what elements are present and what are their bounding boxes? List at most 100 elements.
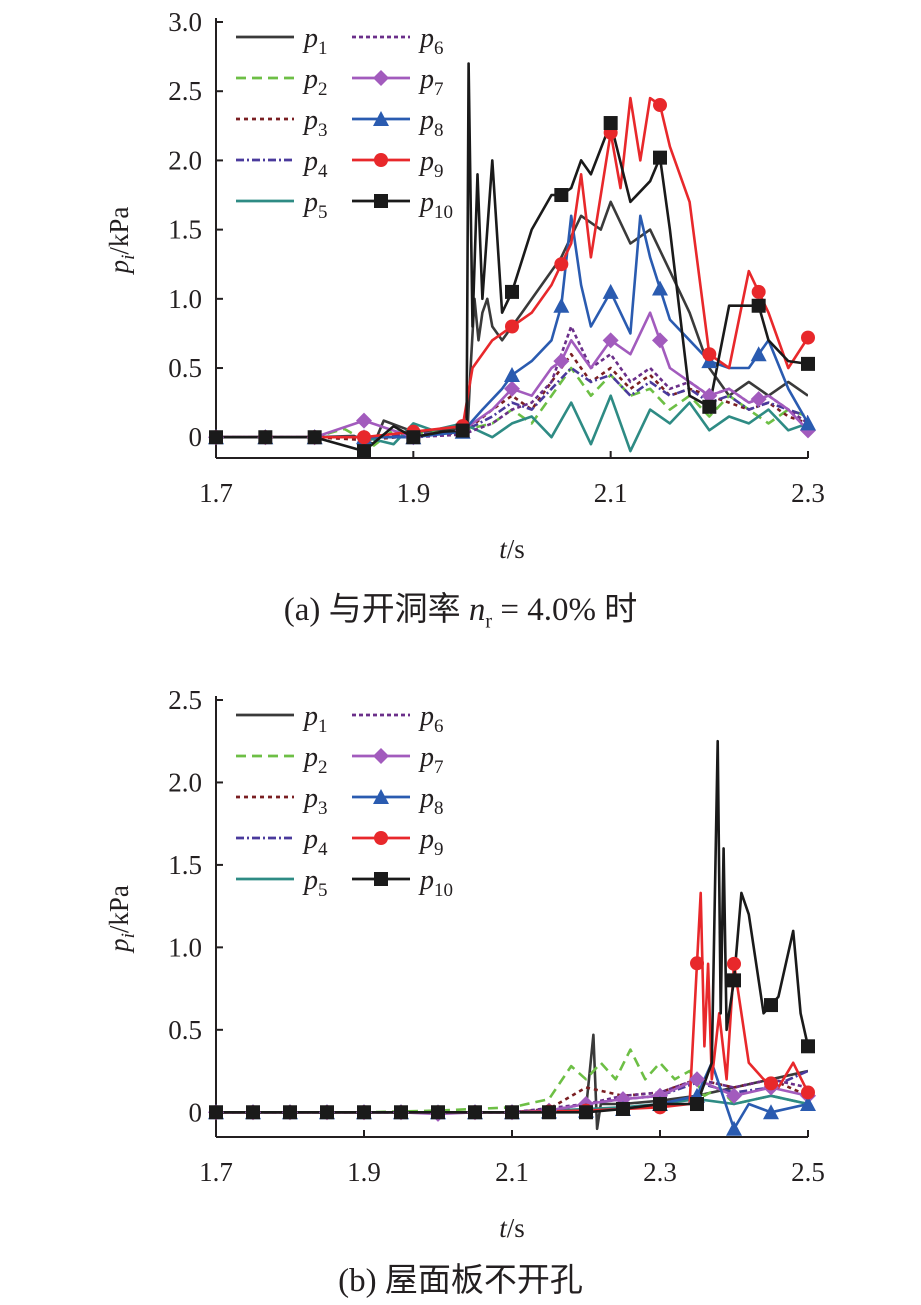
y-tick-label: 0 bbox=[189, 422, 203, 452]
series-p10-marker bbox=[258, 430, 273, 445]
series-p8-marker bbox=[726, 1120, 742, 1136]
series-p10-marker bbox=[554, 188, 569, 203]
x-tick-label: 2.1 bbox=[594, 478, 628, 508]
series-p10-marker bbox=[764, 998, 778, 1013]
series-p10-marker bbox=[505, 284, 519, 299]
series-p10-marker bbox=[505, 1105, 519, 1120]
series-p10-marker bbox=[455, 423, 470, 438]
legend-p5-label: p5 bbox=[302, 865, 328, 901]
chart-panel-b: 0 0.5 1.0 1.5 2.0 2.5 1.7 1.9 2.1 2.3 2.5 t/s pi/kPa… bbox=[0, 655, 921, 1305]
legend-p6-label: p6 bbox=[418, 701, 444, 737]
y-tick-label: 1.5 bbox=[168, 215, 202, 245]
x-tick-label: 2.3 bbox=[643, 1157, 677, 1187]
legend-p3-label: p3 bbox=[302, 105, 328, 141]
series-p10-marker bbox=[751, 298, 766, 313]
series-p10-marker bbox=[307, 430, 322, 445]
series-p8-marker bbox=[553, 297, 570, 313]
legend-p6-label: p6 bbox=[418, 23, 444, 59]
series-p4-line bbox=[216, 366, 808, 439]
series-p10-marker bbox=[357, 444, 371, 459]
legend-p9-label: p9 bbox=[418, 824, 444, 860]
y-tick-label: 1.0 bbox=[168, 932, 202, 962]
chart-panel-a: 0 0.5 1.0 1.5 2.0 2.5 3.0 1.7 1.9 2.1 2.3 t/s pi/kPa… bbox=[0, 0, 921, 650]
x-axis-title: t/s bbox=[499, 534, 525, 564]
series-p9-marker bbox=[554, 257, 569, 272]
legend-p1-label: p1 bbox=[302, 701, 328, 737]
x-tick-label: 1.7 bbox=[199, 478, 233, 508]
x-tick-label: 2.1 bbox=[495, 1157, 529, 1187]
chart-b-caption: (b) 屋面板不开孔 bbox=[338, 1263, 583, 1299]
series-p7-marker bbox=[701, 387, 718, 404]
y-axis-title: pi/kPa bbox=[104, 207, 139, 276]
legend-p10-label: p10 bbox=[418, 187, 453, 223]
series-p9-marker bbox=[801, 330, 815, 345]
series-p10-marker bbox=[616, 1101, 630, 1116]
y-tick-label: 0.5 bbox=[168, 1015, 202, 1045]
series-p9-marker bbox=[801, 1085, 815, 1100]
y-tick-label: 0.5 bbox=[168, 353, 202, 383]
series-p10-marker bbox=[406, 430, 421, 445]
series-p10-marker bbox=[431, 1105, 445, 1120]
series-p7-marker bbox=[689, 1071, 705, 1088]
series-p10-marker bbox=[468, 1105, 482, 1120]
series-p2-line bbox=[216, 366, 808, 447]
legend-p4-label: p4 bbox=[302, 146, 328, 182]
series-p10-marker bbox=[542, 1105, 556, 1120]
series-p9-marker bbox=[653, 98, 667, 113]
series-p9-marker bbox=[702, 347, 717, 362]
series-p10-marker bbox=[801, 356, 815, 371]
legend-p8-marker bbox=[373, 111, 389, 126]
series-p10-line bbox=[216, 62, 808, 453]
legend-p8-marker bbox=[373, 789, 389, 804]
legend-p10-label: p10 bbox=[418, 865, 453, 901]
legend-p10-marker bbox=[374, 194, 388, 208]
series-p10-marker bbox=[603, 116, 618, 131]
legend-p9-marker bbox=[374, 153, 388, 167]
y-tick-label: 2.5 bbox=[168, 685, 202, 715]
y-tick-label: 1.5 bbox=[168, 850, 202, 880]
x-axis-title: t/s bbox=[499, 1213, 525, 1243]
series-p9-marker bbox=[505, 319, 519, 334]
series-p10-marker bbox=[653, 1097, 667, 1112]
series-p9-marker bbox=[357, 430, 371, 445]
chart-a-svg: 0 0.5 1.0 1.5 2.0 2.5 3.0 1.7 1.9 2.1 2.3 t/s pi/kPa… bbox=[104, 7, 825, 564]
series-p5-line bbox=[216, 394, 808, 453]
legend-p3-label: p3 bbox=[302, 783, 328, 819]
x-tick-label: 1.9 bbox=[396, 478, 430, 508]
y-tick-label: 1.0 bbox=[168, 284, 202, 314]
y-tick-label: 3.0 bbox=[168, 7, 202, 37]
series-p8-marker bbox=[800, 1096, 816, 1112]
legend-p9-label: p9 bbox=[418, 146, 444, 182]
legend-p10-marker bbox=[374, 872, 388, 886]
series-p10-marker bbox=[727, 973, 741, 988]
legend-p7-label: p7 bbox=[418, 64, 444, 100]
series-p9-marker bbox=[751, 284, 766, 299]
series-p7-line bbox=[216, 311, 808, 439]
series-p8-marker bbox=[800, 415, 816, 431]
legend-p2-label: p2 bbox=[302, 64, 328, 100]
series-p10-marker bbox=[579, 1105, 593, 1120]
series-p9-marker bbox=[690, 956, 704, 971]
series-p7-marker bbox=[602, 332, 619, 349]
legend-p4-label: p4 bbox=[302, 824, 328, 860]
series-p10-marker bbox=[357, 1105, 371, 1120]
legend-p5-label: p5 bbox=[302, 187, 328, 223]
x-tick-label: 1.9 bbox=[347, 1157, 381, 1187]
y-tick-label: 2.0 bbox=[168, 145, 202, 175]
chart-a-caption: (a) 与开洞率 nr = 4.0% 时 bbox=[283, 592, 638, 633]
series-p10-marker bbox=[702, 399, 717, 414]
series-p10-marker bbox=[690, 1097, 704, 1112]
series-p7-marker bbox=[356, 412, 372, 429]
legend-p2-label: p2 bbox=[302, 742, 328, 778]
series-p9-marker bbox=[764, 1076, 778, 1091]
series-p10-marker bbox=[394, 1105, 408, 1120]
chart-b-svg: 0 0.5 1.0 1.5 2.0 2.5 1.7 1.9 2.1 2.3 2.5 t/s pi/kPa… bbox=[104, 685, 825, 1243]
series-p7-marker bbox=[553, 353, 570, 370]
legend-p7-marker bbox=[373, 748, 389, 764]
x-tick-label: 2.5 bbox=[791, 1157, 825, 1187]
series-p7-marker bbox=[652, 332, 668, 349]
series-p10-marker bbox=[653, 150, 667, 165]
legend-p7-label: p7 bbox=[418, 742, 444, 778]
y-tick-label: 2.0 bbox=[168, 767, 202, 797]
series-p8-marker bbox=[750, 346, 767, 362]
